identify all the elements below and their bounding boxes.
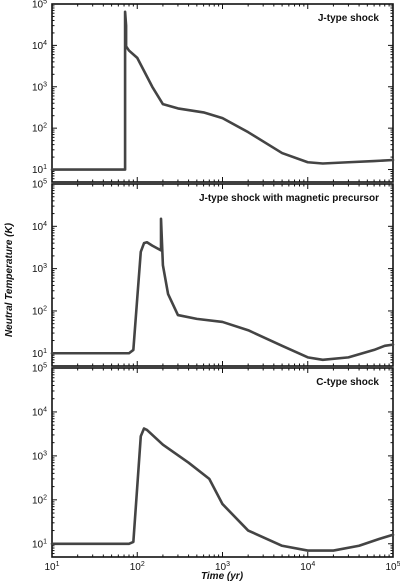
y-tick-label-exp: 5 xyxy=(43,363,47,370)
y-tick-label-exp: 2 xyxy=(43,305,47,312)
x-tick-label: 103 xyxy=(215,561,230,573)
y-tick-label-exp: 4 xyxy=(43,40,47,47)
x-tick-label-base: 10 xyxy=(385,562,397,573)
y-tick-label-base: 10 xyxy=(32,364,44,375)
y-tick-label-exp: 3 xyxy=(43,81,47,88)
y-tick-label-exp: 5 xyxy=(43,0,47,6)
x-tick-label-base: 10 xyxy=(130,562,142,573)
y-tick-label-exp: 2 xyxy=(43,494,47,501)
y-tick-label: 104 xyxy=(32,40,47,52)
x-tick-label: 105 xyxy=(385,561,400,573)
y-tick-label-base: 10 xyxy=(32,180,44,191)
y-tick-label: 105 xyxy=(32,0,47,11)
x-axis-title: Time (yr) xyxy=(201,571,244,582)
y-tick-label: 103 xyxy=(32,450,47,462)
y-axis-title: Neutral Temperature (K) xyxy=(4,222,15,337)
x-tick-label-exp: 5 xyxy=(397,561,400,568)
y-tick-label-exp: 3 xyxy=(43,263,47,270)
y-tick-label-exp: 1 xyxy=(43,164,47,171)
y-tick-label-base: 10 xyxy=(32,165,44,176)
y-tick-label: 101 xyxy=(32,164,47,176)
x-tick-label-base: 10 xyxy=(44,562,56,573)
y-tick-label: 103 xyxy=(32,81,47,93)
x-tick-label-base: 10 xyxy=(215,562,227,573)
y-tick-label-base: 10 xyxy=(32,0,44,11)
y-tick-label-base: 10 xyxy=(32,349,44,360)
y-tick-label: 101 xyxy=(32,348,47,360)
temperature-curve xyxy=(50,10,395,171)
y-tick-label-base: 10 xyxy=(32,407,44,418)
x-tick-label-exp: 1 xyxy=(56,561,60,568)
y-tick-label-exp: 1 xyxy=(43,348,47,355)
panel-frame xyxy=(51,183,394,367)
x-tick-label-exp: 4 xyxy=(311,561,315,568)
y-tick-label-base: 10 xyxy=(32,451,44,462)
panel-frame xyxy=(51,367,394,558)
y-tick-label-exp: 4 xyxy=(43,221,47,228)
y-tick-label-exp: 4 xyxy=(43,406,47,413)
y-tick-label: 105 xyxy=(32,363,47,375)
y-tick-label-base: 10 xyxy=(32,82,44,93)
temperature-curve xyxy=(50,217,395,362)
x-tick-label: 104 xyxy=(300,561,315,573)
panel-title: J-type shock with magnetic precursor xyxy=(199,193,379,204)
x-tick-label-exp: 3 xyxy=(226,561,230,568)
y-tick-label-exp: 1 xyxy=(43,538,47,545)
y-tick-label-base: 10 xyxy=(32,264,44,275)
y-tick-label: 102 xyxy=(32,494,47,506)
x-tick-label-exp: 2 xyxy=(141,561,145,568)
y-tick-label: 101 xyxy=(32,538,47,550)
y-tick-label-base: 10 xyxy=(32,306,44,317)
y-tick-label-base: 10 xyxy=(32,495,44,506)
y-tick-label-base: 10 xyxy=(32,222,44,233)
y-tick-label: 104 xyxy=(32,221,47,233)
y-tick-label-exp: 5 xyxy=(43,179,47,186)
y-tick-label: 102 xyxy=(32,123,47,135)
y-tick-label-base: 10 xyxy=(32,539,44,550)
y-tick-label-base: 10 xyxy=(32,124,44,135)
panel-title: J-type shock xyxy=(318,13,380,24)
panel-frame xyxy=(51,3,394,183)
y-tick-label-exp: 3 xyxy=(43,450,47,457)
y-tick-label-exp: 2 xyxy=(43,123,47,130)
y-tick-label: 102 xyxy=(32,305,47,317)
panel-title: C-type shock xyxy=(316,377,379,388)
temperature-curve xyxy=(50,427,395,552)
x-tick-label: 101 xyxy=(44,561,59,573)
x-tick-label-base: 10 xyxy=(300,562,312,573)
y-tick-label: 104 xyxy=(32,406,47,418)
y-tick-label-base: 10 xyxy=(32,41,44,52)
y-tick-label: 105 xyxy=(32,179,47,191)
x-tick-label: 102 xyxy=(130,561,145,573)
y-tick-label: 103 xyxy=(32,263,47,275)
